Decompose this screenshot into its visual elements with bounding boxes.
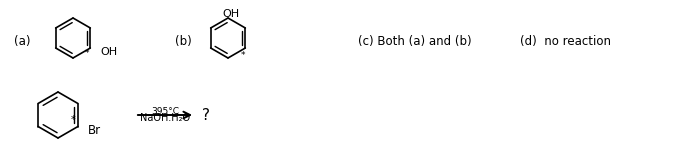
Text: *: * [241, 51, 246, 60]
Text: OH: OH [222, 9, 239, 19]
Text: (c) Both (a) and (b): (c) Both (a) and (b) [358, 36, 472, 48]
Text: (b): (b) [174, 36, 191, 48]
Text: NaOH.H₂O: NaOH.H₂O [140, 113, 190, 123]
Text: *: * [85, 49, 90, 58]
Text: (d)  no reaction: (d) no reaction [520, 36, 611, 48]
Text: 395°C: 395°C [151, 107, 179, 116]
Text: OH: OH [100, 47, 117, 57]
Text: ?: ? [202, 108, 210, 123]
Text: Br: Br [88, 124, 102, 137]
Text: (a): (a) [14, 36, 30, 48]
Text: *: * [71, 116, 76, 125]
